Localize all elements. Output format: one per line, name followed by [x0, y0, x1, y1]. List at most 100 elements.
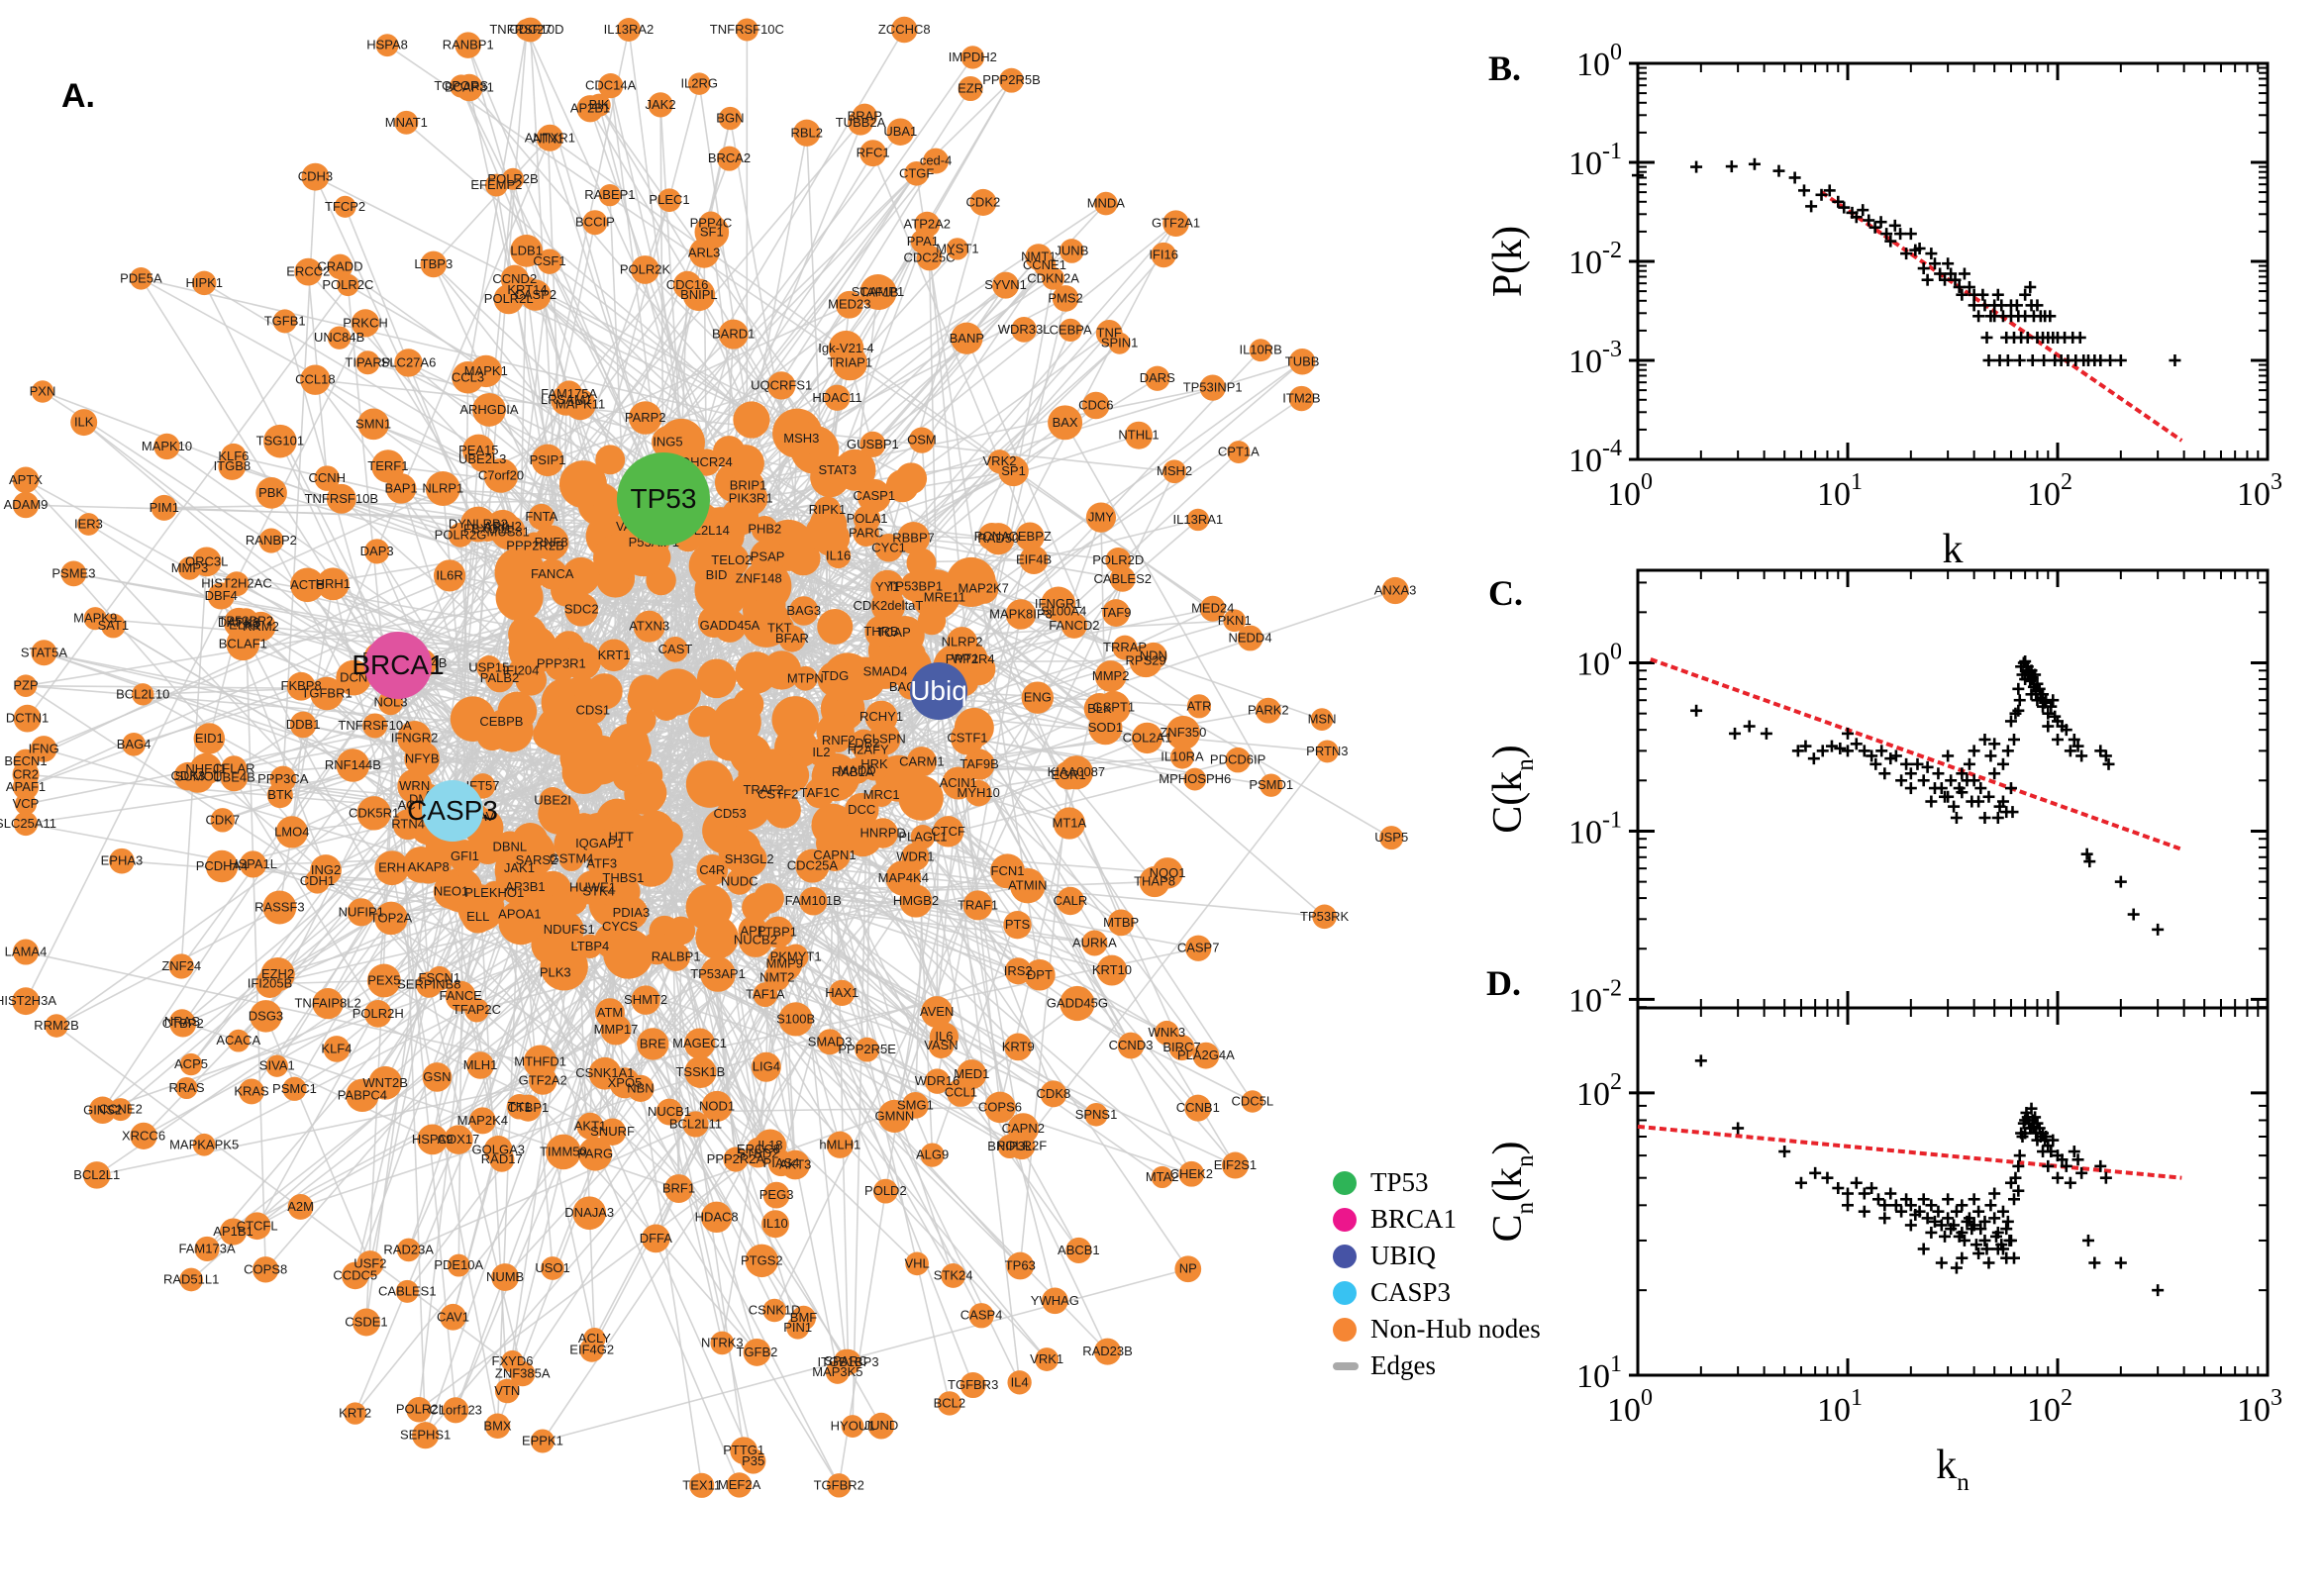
- network-node-label: TUBB2A: [836, 115, 886, 130]
- network-node-label: ACTB: [290, 577, 325, 592]
- network-node: [576, 95, 604, 123]
- network-node: [132, 683, 154, 706]
- network-node: [1260, 773, 1283, 797]
- network-node-label: CABLES2: [1093, 571, 1152, 586]
- network-node: [916, 245, 943, 271]
- network-node-label: CSTF2: [758, 787, 798, 802]
- network-node-label: NLRP1: [422, 480, 463, 495]
- network-node: [588, 1056, 622, 1090]
- network-node: [1162, 459, 1186, 484]
- network-node-label: CFLAR: [213, 760, 255, 775]
- network-node: [899, 884, 933, 918]
- network-node-label: RAD23A: [383, 1242, 434, 1256]
- network-node: [528, 503, 556, 531]
- network-node-label: KRT10: [1092, 962, 1132, 977]
- network-node: [597, 639, 631, 672]
- network-node: [506, 1093, 533, 1120]
- network-node-label: TDG: [822, 668, 849, 683]
- network-node: [859, 140, 887, 167]
- network-node-label: ATXN3: [629, 619, 669, 634]
- tick-label: 101: [1817, 469, 1863, 513]
- network-node: [433, 873, 469, 910]
- network-node-label: ING5: [653, 435, 682, 449]
- network-node: [109, 848, 135, 874]
- network-node-label: BMX: [483, 1418, 512, 1433]
- network-node-label: CRADD: [317, 258, 362, 273]
- legend-item-tp53: TP53: [1333, 1164, 1541, 1201]
- network-node: [693, 449, 721, 476]
- network-node-label: AKAP8: [408, 859, 450, 874]
- panel-b-letter: B.: [1488, 49, 1522, 88]
- network-node: [294, 257, 323, 286]
- network-node: [210, 808, 236, 833]
- network-node: [902, 1092, 929, 1119]
- tick-label: 100: [1576, 40, 1622, 83]
- network-node-label: POLR2D: [1092, 552, 1144, 567]
- network-node: [531, 444, 564, 477]
- network-node-label: JUND: [864, 1418, 899, 1433]
- network-node: [766, 946, 803, 982]
- legend-item-ubiq: UBIQ: [1333, 1238, 1541, 1274]
- network-node: [181, 760, 214, 793]
- network-node: [578, 1137, 613, 1171]
- tp53-swatch-icon: [1333, 1170, 1357, 1195]
- network-node-label: BAP1: [384, 480, 417, 495]
- network-node-label: HNRPD: [860, 825, 906, 840]
- network-node: [300, 364, 331, 395]
- network-node-label: XPO5: [608, 1075, 643, 1090]
- tick-label: 101: [1817, 1385, 1863, 1429]
- network-node-label: CCNB1: [1176, 1100, 1220, 1115]
- network-node: [992, 271, 1020, 299]
- network-node: [963, 748, 995, 780]
- network-node-label: PSME3: [51, 565, 95, 580]
- network-node: [444, 1125, 473, 1154]
- network-node-label: TSSK1B: [675, 1064, 725, 1079]
- network-node: [347, 898, 375, 927]
- network-node-label: TAF9: [1101, 605, 1132, 620]
- network-node-label: TNFRSF10C: [710, 22, 784, 37]
- network-node: [336, 748, 370, 782]
- network-node-label: ATR: [1186, 698, 1211, 713]
- network-node-label: IL10RA: [1161, 749, 1204, 764]
- network-node-label: HSPA1L: [229, 856, 277, 871]
- network-node-label: CCNH: [309, 470, 347, 485]
- network-node: [998, 455, 1029, 487]
- network-node-label: CSNK1D: [749, 1302, 801, 1317]
- network-node: [255, 477, 287, 509]
- network-node: [558, 846, 584, 871]
- network-node-label: IER3: [74, 517, 103, 532]
- network-node-label: TIMM50: [540, 1144, 587, 1158]
- network-node-label: PMS2: [1048, 290, 1082, 305]
- network-node-label: YWHAG: [1031, 1293, 1079, 1308]
- network-node-label: ACIN1: [940, 775, 977, 790]
- network-node-label: TRRAP: [1103, 640, 1147, 654]
- network-node-label: VRK1: [1030, 1351, 1063, 1366]
- network-node: [485, 509, 520, 545]
- network-node: [696, 658, 737, 699]
- network-node: [466, 1051, 494, 1079]
- legend-item-nonhub: Non-Hub nodes: [1333, 1311, 1541, 1347]
- network-node-label: PCNA: [974, 529, 1010, 544]
- network-node-label: P35: [742, 1453, 764, 1468]
- network-node: [835, 290, 863, 319]
- network-node-label: PARP2: [625, 410, 666, 425]
- legend-label: TP53: [1370, 1167, 1429, 1197]
- network-node-label: RNF144B: [325, 757, 381, 772]
- network-node: [921, 996, 954, 1029]
- network-node-label: GSPT1: [1093, 700, 1136, 715]
- network-node: [864, 700, 898, 734]
- network-node-label: LRSAM1: [541, 392, 592, 407]
- network-node-label: IL2: [812, 745, 830, 759]
- network-node-label: PPP2R5E: [838, 1042, 896, 1056]
- network-node: [853, 505, 881, 533]
- network-node-label: CCNE1: [1023, 257, 1066, 272]
- network-node-label: COPS8: [244, 1261, 287, 1276]
- network-node: [744, 1140, 772, 1168]
- network-node-label: CDKN2A: [1027, 270, 1079, 285]
- network-node-label: PSAP: [751, 549, 785, 564]
- network-node-label: EID1: [195, 731, 224, 746]
- network-node-label: MAPKAPK5: [169, 1137, 239, 1151]
- network-node-label: TGFBR2: [814, 1477, 864, 1492]
